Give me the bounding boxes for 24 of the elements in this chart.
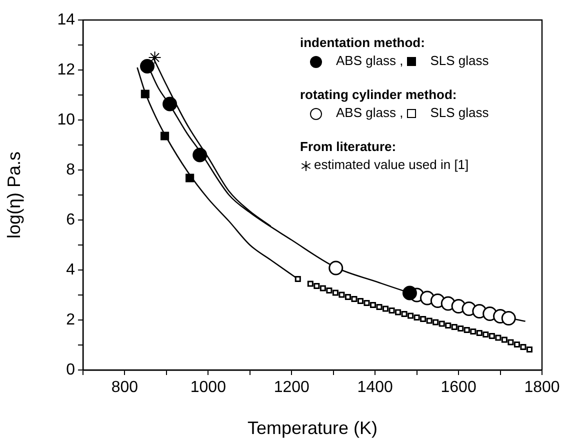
x-axis-title: Temperature (K)	[247, 418, 378, 438]
y-tick-label: 8	[66, 161, 76, 178]
legend-label: ABS glass ,	[336, 53, 404, 68]
x-tick-label: 800	[111, 379, 138, 396]
y-tick-label: 12	[57, 61, 76, 78]
annotation: indentation method:	[300, 34, 426, 52]
legend-label: SLS glass	[430, 53, 489, 68]
x-tick-label: 1400	[357, 379, 393, 396]
y-axis-title: log(η) Pa.s	[4, 151, 24, 239]
annotation: From literature:	[300, 138, 398, 156]
legend-label: ABS glass ,	[336, 105, 404, 120]
y-tick-label: 10	[57, 111, 76, 128]
y-tick-label: 6	[66, 211, 76, 228]
legend-label: estimated value used in [1]	[314, 157, 469, 172]
y-tick-label: 4	[66, 261, 76, 278]
y-tick-label: 14	[57, 11, 76, 28]
y-tick-label: 0	[66, 361, 76, 378]
x-tick-label: 1600	[440, 379, 476, 396]
x-tick-label: 1200	[274, 379, 310, 396]
legend-label: SLS glass	[430, 105, 489, 120]
y-tick-label: 2	[66, 311, 76, 328]
annotation: rotating cylinder method:	[300, 86, 458, 104]
x-tick-label: 1800	[524, 379, 560, 396]
x-tick-label: 1000	[190, 379, 226, 396]
